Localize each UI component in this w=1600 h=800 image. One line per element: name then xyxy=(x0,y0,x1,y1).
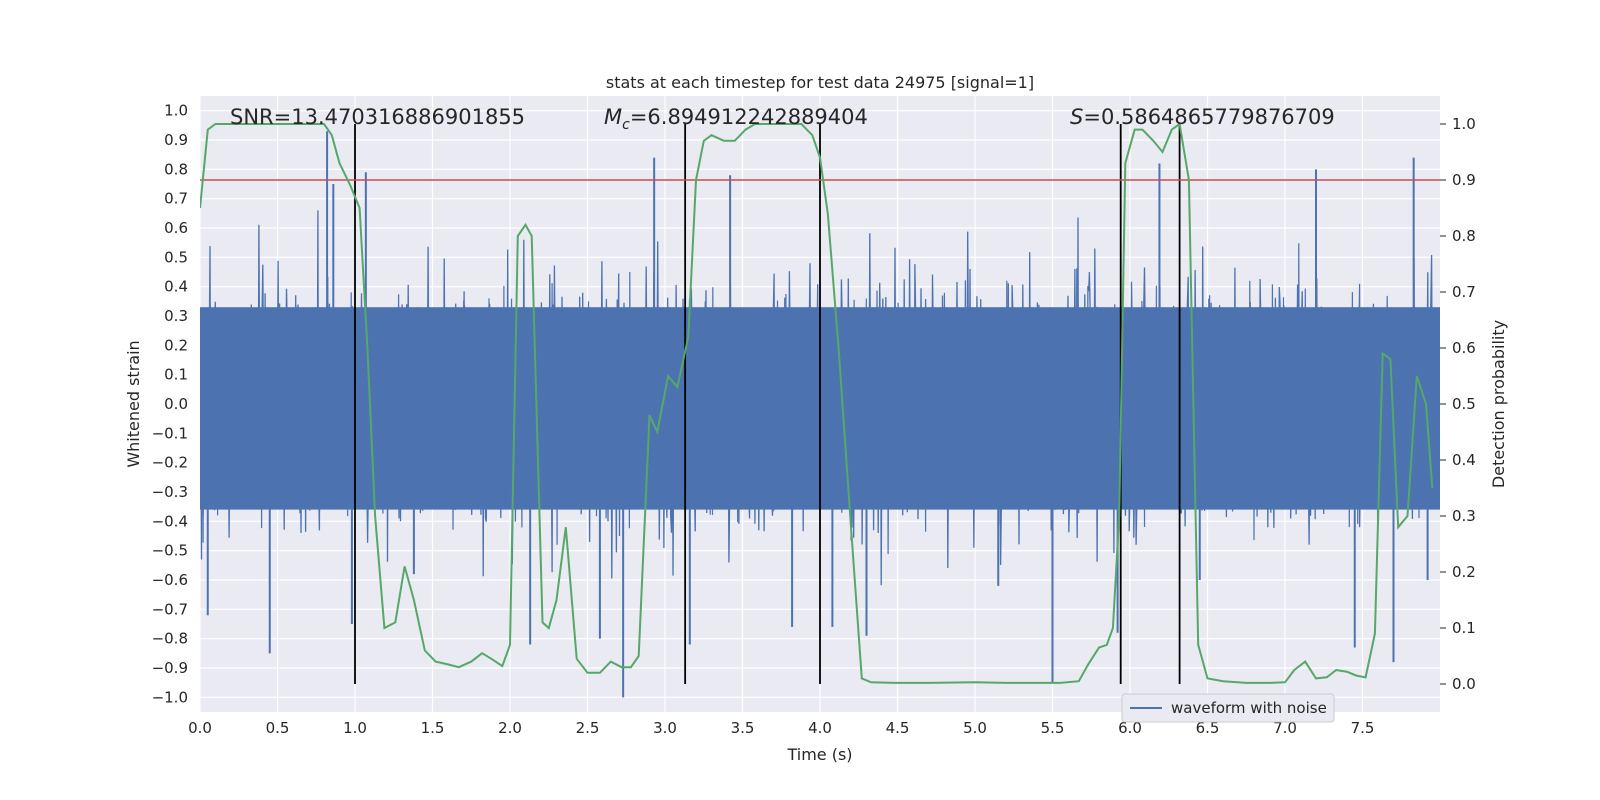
left-y-tick-label: −0.9 xyxy=(152,659,188,677)
x-tick-label: 3.0 xyxy=(653,719,677,737)
x-tick-label: 7.0 xyxy=(1273,719,1297,737)
left-y-tick-label: −0.2 xyxy=(152,454,188,472)
left-y-tick-labels: 1.0 0.9 0.8 0.7 0.6 0.5 0.4 0.3 0.2 0.1 0.0 −0.1 −0.… xyxy=(152,102,188,707)
left-y-tick-label: 0.7 xyxy=(164,190,188,208)
left-y-tick-label: −0.3 xyxy=(152,483,188,501)
left-y-tick-label: 0.5 xyxy=(164,248,188,266)
x-tick-label: 4.5 xyxy=(886,719,910,737)
x-tick-label: 6.0 xyxy=(1118,719,1142,737)
x-tick-label: 5.0 xyxy=(963,719,987,737)
x-tick-labels: 0.0 0.5 1.0 1.5 2.0 2.5 3.0 3.5 4.0 4.5 5.0 5.5 6.0 6… xyxy=(188,719,1374,737)
x-tick-label: 2.0 xyxy=(498,719,522,737)
chart-title: stats at each timestep for test data 249… xyxy=(606,73,1034,92)
right-y-tick-label: 0.0 xyxy=(1452,675,1476,693)
detection-probability-series xyxy=(200,122,1434,684)
right-y-tick-label: 1.0 xyxy=(1452,115,1476,133)
right-y-tick-label: 0.1 xyxy=(1452,619,1476,637)
left-y-tick-label: 1.0 xyxy=(164,102,188,120)
x-axis-label: Time (s) xyxy=(786,745,852,764)
x-tick-label: 4.0 xyxy=(808,719,832,737)
right-y-tick-label: 0.8 xyxy=(1452,227,1476,245)
x-tick-label: 3.5 xyxy=(731,719,755,737)
left-y-tick-label: 0.3 xyxy=(164,307,188,325)
legend-label: waveform with noise xyxy=(1171,699,1327,717)
x-tick-label: 7.5 xyxy=(1351,719,1375,737)
left-y-tick-label: −0.6 xyxy=(152,571,188,589)
event-vertical-lines xyxy=(354,124,1181,684)
x-tick-label: 5.5 xyxy=(1041,719,1065,737)
x-tick-label: 1.5 xyxy=(421,719,445,737)
legend: waveform with noise xyxy=(1121,693,1335,723)
x-tick-label: 0.5 xyxy=(266,719,290,737)
spin-symbol: S xyxy=(1070,105,1083,129)
left-y-tick-label: −0.4 xyxy=(152,512,188,530)
right-y-tick-labels: 1.0 0.9 0.8 0.7 0.6 0.5 0.4 0.3 0.2 0.1 0.0 xyxy=(1440,115,1476,693)
x-tick-label: 6.5 xyxy=(1196,719,1220,737)
spin-annotation: S=0.5864865779876709 xyxy=(1070,105,1335,129)
left-y-tick-label: 0.8 xyxy=(164,160,188,178)
chirp-mass-symbol: M xyxy=(604,105,622,129)
right-y-tick-label: 0.2 xyxy=(1452,563,1476,581)
left-y-tick-label: 0.6 xyxy=(164,219,188,237)
left-y-tick-label: −1.0 xyxy=(152,688,188,706)
left-y-tick-label: 0.4 xyxy=(164,278,188,296)
left-y-tick-label: −0.5 xyxy=(152,542,188,560)
x-tick-label: 2.5 xyxy=(576,719,600,737)
left-y-tick-label: −0.7 xyxy=(152,600,188,618)
right-y-tick-label: 0.7 xyxy=(1452,283,1476,301)
right-y-tick-label: 0.9 xyxy=(1452,171,1476,189)
left-y-tick-label: −0.8 xyxy=(152,630,188,648)
chirp-mass-value: =6.894912242889404 xyxy=(630,105,868,129)
x-tick-label: 0.0 xyxy=(188,719,212,737)
spin-value: =0.5864865779876709 xyxy=(1083,105,1334,129)
chirp-mass-subscript: c xyxy=(622,117,630,133)
left-y-tick-label: 0.2 xyxy=(164,336,188,354)
left-y-axis-label: Whitened strain xyxy=(124,340,143,467)
right-y-tick-label: 0.3 xyxy=(1452,507,1476,525)
left-y-tick-label: 0.9 xyxy=(164,131,188,149)
legend-box xyxy=(1121,693,1335,723)
right-y-tick-label: 0.4 xyxy=(1452,451,1476,469)
chirp-mass-annotation: Mc=6.894912242889404 xyxy=(604,105,868,133)
left-y-tick-label: 0.1 xyxy=(164,366,188,384)
right-y-tick-label: 0.5 xyxy=(1452,395,1476,413)
x-tick-label: 1.0 xyxy=(343,719,367,737)
left-y-tick-label: 0.0 xyxy=(164,395,188,413)
snr-annotation: SNR=13.470316886901855 xyxy=(230,105,525,129)
left-y-tick-label: −0.1 xyxy=(152,424,188,442)
right-y-tick-label: 0.6 xyxy=(1452,339,1476,357)
right-y-axis-label: Detection probability xyxy=(1489,320,1508,488)
